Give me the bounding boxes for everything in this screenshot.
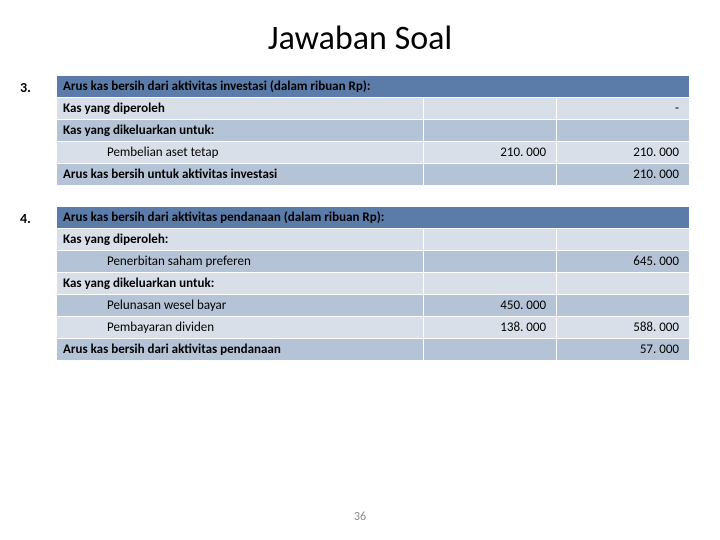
row-value-1 — [424, 229, 557, 251]
section-number-4: 4. — [20, 206, 56, 361]
table-row: Pembelian aset tetap210. 000210. 000 — [57, 142, 690, 164]
row-label: Kas yang dikeluarkan untuk: — [57, 120, 424, 142]
row-value-1: 138. 000 — [424, 317, 557, 339]
table-header: Arus kas bersih dari aktivitas pendanaan… — [57, 207, 690, 229]
row-value-1: 210. 000 — [424, 142, 557, 164]
table-row: Kas yang diperoleh - — [57, 98, 690, 120]
table-row: Arus kas bersih untuk aktivitas investas… — [57, 164, 690, 186]
row-value-1 — [424, 273, 557, 295]
table-row: Arus kas bersih dari aktivitas pendanaan… — [57, 339, 690, 361]
row-label: Pembelian aset tetap — [57, 142, 424, 164]
table-pendanaan: Arus kas bersih dari aktivitas pendanaan… — [56, 206, 690, 361]
page-title: Jawaban Soal — [0, 0, 720, 69]
row-value-1 — [424, 164, 557, 186]
table-row: Pembayaran dividen138. 000588. 000 — [57, 317, 690, 339]
row-value-1 — [424, 339, 557, 361]
row-label: Pembayaran dividen — [57, 317, 424, 339]
row-value-2 — [557, 273, 690, 295]
row-label: Arus kas bersih untuk aktivitas investas… — [57, 164, 424, 186]
row-label: Kas yang diperoleh: — [57, 229, 424, 251]
table-row: Kas yang dikeluarkan untuk: — [57, 273, 690, 295]
row-value-2: - — [557, 98, 690, 120]
row-label: Kas yang dikeluarkan untuk: — [57, 273, 424, 295]
row-label: Penerbitan saham preferen — [57, 251, 424, 273]
row-value-2 — [557, 229, 690, 251]
section-4: 4. Arus kas bersih dari aktivitas pendan… — [0, 186, 720, 361]
table-row: Kas yang dikeluarkan untuk: — [57, 120, 690, 142]
section-number-3: 3. — [20, 75, 56, 186]
row-value-2: 588. 000 — [557, 317, 690, 339]
row-label: Kas yang diperoleh — [57, 98, 424, 120]
section-3: 3. Arus kas bersih dari aktivitas invest… — [0, 69, 720, 186]
page-number: 36 — [0, 510, 720, 524]
row-value-1 — [424, 98, 557, 120]
row-value-2 — [557, 120, 690, 142]
row-value-2: 210. 000 — [557, 164, 690, 186]
row-value-1: 450. 000 — [424, 295, 557, 317]
table-row: Pelunasan wesel bayar450. 000 — [57, 295, 690, 317]
row-label: Arus kas bersih dari aktivitas pendanaan — [57, 339, 424, 361]
table-row: Kas yang diperoleh: — [57, 229, 690, 251]
table-row: Penerbitan saham preferen 645. 000 — [57, 251, 690, 273]
row-value-2: 57. 000 — [557, 339, 690, 361]
row-value-2 — [557, 295, 690, 317]
row-value-1 — [424, 251, 557, 273]
row-value-2: 210. 000 — [557, 142, 690, 164]
row-label: Pelunasan wesel bayar — [57, 295, 424, 317]
table-investasi: Arus kas bersih dari aktivitas investasi… — [56, 75, 690, 186]
row-value-1 — [424, 120, 557, 142]
row-value-2: 645. 000 — [557, 251, 690, 273]
table-header: Arus kas bersih dari aktivitas investasi… — [57, 76, 690, 98]
